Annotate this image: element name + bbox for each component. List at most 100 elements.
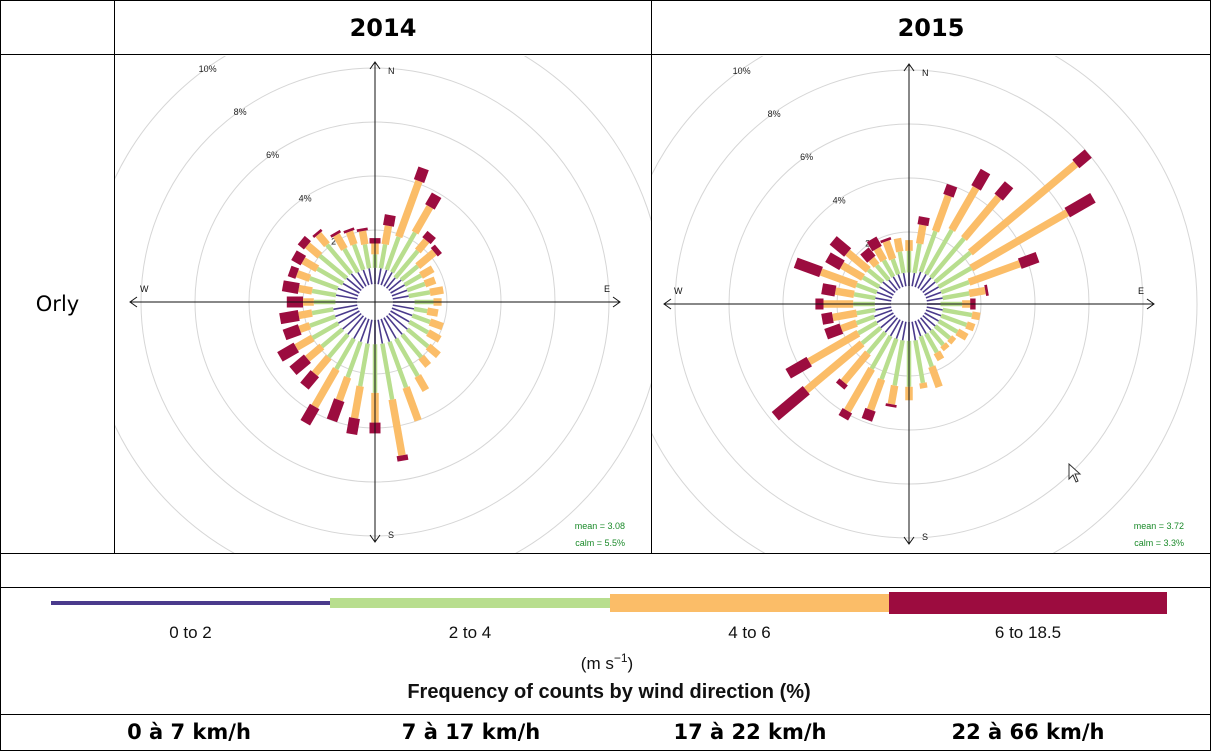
bar-dir70-bin2 (407, 283, 425, 289)
bar-dir40-bin4 (426, 234, 431, 240)
bar-dir10-bin3 (920, 225, 923, 244)
bar-dir200-bin1 (361, 318, 369, 341)
bar-dir260-bin1 (333, 305, 357, 309)
bar-dir280-bin4 (283, 285, 299, 288)
compass-s: S (388, 530, 394, 540)
bar-dir350-bin3 (362, 231, 364, 244)
kmh-label-4: 22 à 66 km/h (951, 720, 1104, 744)
stat-mean: mean = 3.72 (1134, 521, 1184, 531)
bar-dir250-bin4 (285, 329, 300, 335)
bar-dir300-bin4 (828, 257, 842, 265)
stat-calm: calm = 3.3% (1134, 538, 1184, 548)
bar-dir300-bin4 (294, 255, 303, 260)
bar-dir100-bin3 (427, 311, 438, 313)
bar-dir110-bin2 (412, 315, 430, 321)
bar-dir250-bin4 (826, 328, 841, 334)
legend-label-2: 2 to 4 (449, 623, 492, 642)
bar-dir230-bin1 (881, 315, 895, 327)
bar-dir100-bin1 (393, 305, 414, 309)
bar-dir350-bin3 (897, 238, 899, 251)
bar-dir280-bin1 (875, 298, 891, 301)
bar-dir110-bin3 (430, 322, 443, 327)
bar-dir170-bin3 (392, 399, 402, 455)
bar-dir280-bin3 (299, 288, 312, 290)
bar-dir250-bin3 (841, 323, 856, 329)
bar-dir190-bin2 (895, 340, 903, 385)
bar-dir10-bin4 (388, 215, 390, 226)
bar-dir220-bin4 (840, 381, 843, 385)
bar-dir10-bin4 (923, 217, 924, 225)
ring-label-10: 10% (733, 65, 751, 75)
bar-dir140-bin3 (421, 357, 428, 365)
compass-n: N (388, 66, 395, 76)
bar-dir100-bin2 (414, 308, 427, 310)
legend-title: Frequency of counts by wind direction (%… (407, 681, 810, 703)
bar-dir260-bin4 (822, 317, 833, 319)
bar-dir130-bin3 (950, 338, 954, 341)
compass-w: W (140, 284, 149, 294)
legend-swatch-4 (889, 592, 1167, 614)
bar-dir320-bin1 (351, 273, 363, 287)
bar-dir280-bin3 (835, 291, 854, 294)
bar-dir80-bin1 (927, 298, 943, 301)
bar-dir230-bin4 (293, 358, 307, 370)
bar-dir80-bin2 (409, 292, 430, 296)
legend-swatch-3 (610, 594, 889, 612)
spacer-row (1, 554, 1211, 588)
bar-dir140-bin3 (943, 344, 946, 348)
bar-dir30-bin4 (976, 171, 985, 187)
ring-label-4: 4% (299, 193, 312, 203)
bar-dir50-bin4 (434, 248, 438, 251)
bar-dir320-bin4 (864, 250, 871, 258)
bar-dir190-bin3 (891, 385, 894, 404)
bar-dir220-bin1 (885, 317, 897, 331)
bar-dir120-bin3 (957, 331, 966, 336)
bar-dir230-bin4 (775, 390, 806, 416)
bar-dir260-bin1 (875, 307, 891, 310)
compass-n: N (922, 68, 929, 78)
bar-dir290-bin3 (297, 273, 310, 278)
bar-dir170-bin2 (915, 340, 923, 383)
bar-dir200-bin4 (332, 400, 339, 420)
bar-dir310-bin4 (833, 240, 847, 252)
bar-dir330-bin4 (872, 239, 877, 248)
kmh-label-3: 17 à 22 km/h (673, 720, 826, 744)
bar-dir350-bin1 (904, 272, 906, 285)
ring-label-4: 4% (833, 195, 846, 205)
bar-dir200-bin3 (871, 379, 882, 409)
bar-dir100-bin3 (972, 315, 980, 316)
bar-dir150-bin3 (937, 352, 941, 359)
bar-dir10-bin2 (381, 244, 385, 268)
bar-dir340-bin4 (885, 238, 886, 241)
bar-dir340-bin3 (349, 231, 354, 244)
bar-dir130-bin3 (428, 346, 438, 355)
bar-dir320-bin4 (317, 232, 319, 234)
bar-dir170-bin1 (912, 321, 915, 340)
legend-swatch-1 (51, 601, 330, 605)
bar-dir100-bin1 (927, 307, 943, 310)
bar-dir350-bin2 (365, 244, 369, 268)
bar-dir170-bin1 (378, 319, 382, 343)
bar-dir330-bin3 (877, 248, 884, 260)
bar-dir190-bin1 (903, 321, 906, 340)
compass-s: S (922, 532, 928, 542)
legend-unit: (m s−1) (581, 651, 633, 673)
bar-dir80-bin3 (969, 290, 985, 293)
ring-label-6: 6% (266, 150, 279, 160)
bar-dir160-bin1 (381, 318, 389, 341)
bar-dir190-bin4 (352, 418, 355, 434)
ring-label-8: 8% (768, 109, 781, 119)
bar-dir230-bin3 (307, 346, 321, 358)
bar-dir340-bin4 (349, 229, 350, 232)
bar-dir60-bin4 (1067, 197, 1093, 212)
kmh-label-2: 7 à 17 km/h (402, 720, 540, 744)
bar-dir170-bin3 (923, 382, 924, 387)
stat-calm: calm = 5.5% (575, 538, 625, 548)
row-label-orly: Orly (1, 55, 115, 554)
bar-dir10-bin1 (378, 268, 381, 284)
legend-label-1: 0 to 2 (169, 623, 212, 642)
bar-dir350-bin1 (369, 268, 372, 284)
bar-dir340-bin3 (886, 241, 892, 259)
